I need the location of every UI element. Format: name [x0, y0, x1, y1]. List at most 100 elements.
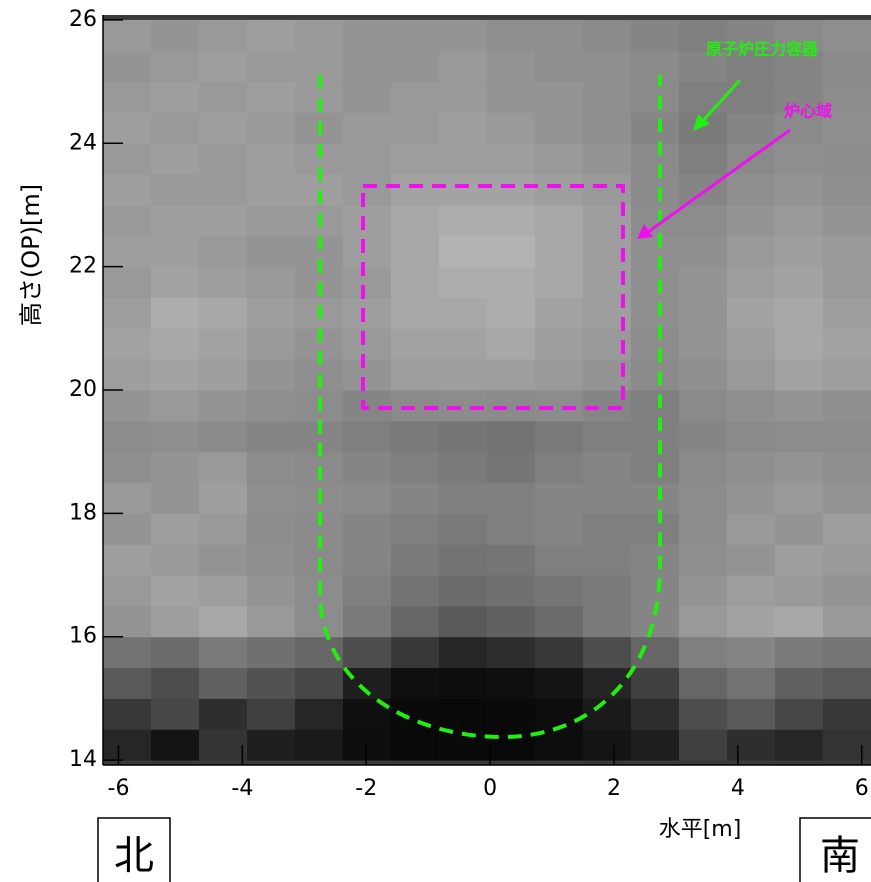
- cell: [727, 328, 776, 360]
- cell: [727, 575, 776, 607]
- cell: [103, 420, 152, 453]
- cell: [775, 729, 824, 761]
- cell: [151, 605, 200, 638]
- cell: [247, 266, 296, 298]
- cell: [391, 143, 440, 175]
- y-tick-label: 14: [69, 747, 97, 772]
- cell: [583, 143, 632, 175]
- cell: [775, 513, 824, 545]
- cell: [583, 420, 632, 453]
- cell: [103, 297, 152, 329]
- cell: [199, 112, 248, 144]
- cell: [679, 235, 728, 268]
- cell: [535, 513, 584, 545]
- cell: [583, 729, 632, 761]
- cell: [391, 19, 440, 52]
- cell: [247, 174, 296, 206]
- cell: [775, 451, 824, 484]
- cell: [151, 544, 200, 576]
- cell: [151, 482, 200, 514]
- cell: [487, 112, 536, 144]
- cell: [199, 482, 248, 514]
- cell: [343, 328, 392, 360]
- cell: [391, 605, 440, 638]
- cell: [631, 50, 680, 83]
- cell: [391, 636, 440, 669]
- cell: [103, 698, 152, 730]
- cell: [823, 544, 871, 576]
- cell: [823, 19, 871, 52]
- cell: [727, 359, 776, 391]
- cell: [583, 482, 632, 514]
- cell: [199, 420, 248, 453]
- cell: [775, 482, 824, 514]
- cell: [103, 204, 152, 237]
- cell: [103, 636, 152, 669]
- cell: [679, 297, 728, 329]
- cell: [247, 143, 296, 175]
- cell: [631, 204, 680, 237]
- cell: [343, 575, 392, 607]
- cell: [391, 513, 440, 545]
- cell: [247, 328, 296, 360]
- cell: [823, 390, 871, 422]
- cell: [247, 359, 296, 391]
- cell: [775, 266, 824, 298]
- direction-label: 北: [114, 833, 154, 879]
- cell: [151, 636, 200, 669]
- cell: [151, 19, 200, 52]
- cell: [775, 143, 824, 175]
- arrow-head: [693, 114, 710, 131]
- cell: [535, 605, 584, 638]
- cell: [727, 50, 776, 83]
- cell: [391, 328, 440, 360]
- cell: [343, 513, 392, 545]
- cell: [775, 544, 824, 576]
- cell: [679, 112, 728, 144]
- heatmap: [103, 15, 871, 765]
- cell: [439, 112, 488, 144]
- label-box: [799, 817, 871, 882]
- cell: [823, 451, 871, 484]
- cell: [151, 513, 200, 545]
- cell: [343, 729, 392, 761]
- cell: [631, 390, 680, 422]
- cell: [391, 50, 440, 83]
- cell: [199, 359, 248, 391]
- cell: [535, 19, 584, 52]
- cell: [247, 482, 296, 514]
- cell: [439, 143, 488, 175]
- cell: [583, 636, 632, 669]
- cell: [391, 112, 440, 144]
- cell: [487, 266, 536, 298]
- cell: [679, 729, 728, 761]
- cell: [439, 544, 488, 576]
- cell: [583, 50, 632, 83]
- cell: [487, 636, 536, 669]
- cell: [343, 482, 392, 514]
- cell: [679, 667, 728, 699]
- cell: [487, 667, 536, 699]
- cell: [343, 235, 392, 268]
- cell: [679, 143, 728, 175]
- y-axis-label: 高さ(OP)[m]: [17, 184, 45, 326]
- cell: [439, 605, 488, 638]
- cell: [439, 81, 488, 113]
- cell: [103, 390, 152, 422]
- cell: [391, 482, 440, 514]
- cell: [631, 544, 680, 576]
- cell: [247, 605, 296, 638]
- cell: [631, 297, 680, 329]
- cell: [679, 81, 728, 113]
- cell: [679, 266, 728, 298]
- x-tick-label: 6: [855, 776, 869, 801]
- cell: [391, 174, 440, 206]
- cell: [247, 667, 296, 699]
- y-tick-label: 20: [69, 377, 97, 402]
- cell: [151, 50, 200, 83]
- x-tick-label: 4: [731, 776, 745, 801]
- y-tick-label: 22: [69, 254, 97, 279]
- cell: [775, 605, 824, 638]
- cell: [631, 482, 680, 514]
- cell: [295, 698, 344, 730]
